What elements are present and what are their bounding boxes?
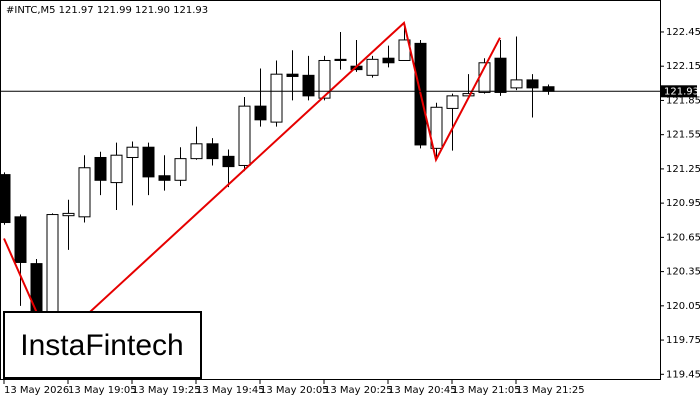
x-tick-label: 13 May 19:25 bbox=[132, 385, 201, 396]
candle-body bbox=[238, 105, 251, 166]
candle bbox=[238, 97, 251, 172]
watermark: InstaFintech bbox=[20, 329, 183, 362]
candle-body bbox=[222, 155, 235, 168]
candle bbox=[0, 172, 11, 225]
candle bbox=[382, 45, 395, 68]
y-tick-label: 121.55 bbox=[666, 130, 700, 141]
candle-body bbox=[318, 59, 331, 99]
watermark-frame bbox=[3, 311, 202, 379]
x-tick-label: 13 May 19:05 bbox=[68, 385, 137, 396]
candle bbox=[78, 155, 91, 223]
chart-title: #INTC,M5 121.97 121.99 121.90 121.93 bbox=[6, 5, 208, 16]
candle bbox=[126, 141, 139, 206]
candle bbox=[334, 31, 347, 70]
x-tick-label: 13 May 19:45 bbox=[196, 385, 265, 396]
candle bbox=[190, 126, 203, 160]
candle bbox=[206, 138, 219, 166]
candle-body bbox=[462, 93, 475, 97]
candle-body bbox=[430, 106, 443, 149]
candle bbox=[286, 50, 299, 101]
candle-body bbox=[110, 154, 123, 184]
candle-body bbox=[382, 57, 395, 64]
y-tick-label: 120.05 bbox=[666, 301, 700, 312]
x-tick-label: 13 May 20:45 bbox=[388, 385, 457, 396]
candle-body bbox=[142, 146, 155, 178]
candle-body bbox=[366, 58, 379, 76]
y-tick-label: 119.75 bbox=[666, 335, 700, 346]
x-tick-label: 13 May 2026 bbox=[4, 385, 69, 396]
candle-body bbox=[446, 95, 459, 109]
candle bbox=[158, 155, 171, 191]
candle-body bbox=[78, 167, 91, 218]
candle bbox=[318, 55, 331, 101]
candle bbox=[302, 55, 315, 101]
candle-body bbox=[510, 79, 523, 89]
x-tick-label: 13 May 21:05 bbox=[452, 385, 521, 396]
candle-body bbox=[174, 158, 187, 181]
candle bbox=[446, 93, 459, 151]
candle-body bbox=[494, 57, 507, 93]
candle-body bbox=[62, 212, 75, 217]
x-tick-label: 13 May 20:05 bbox=[260, 385, 329, 396]
candle-body bbox=[526, 79, 539, 89]
candle-body bbox=[126, 146, 139, 158]
candle-body bbox=[94, 156, 107, 181]
candle-body bbox=[0, 174, 11, 224]
price-label-box bbox=[661, 85, 697, 98]
pattern-line bbox=[3, 20, 501, 349]
axes: 122.45 122.15 121.85 121.55 121.25 120.95 120.… bbox=[3, 27, 700, 396]
candle-body bbox=[14, 216, 27, 263]
candle-body bbox=[334, 58, 347, 61]
candle bbox=[254, 68, 267, 127]
candle bbox=[366, 55, 379, 78]
candle bbox=[494, 39, 507, 96]
x-tick-label: 13 May 20:25 bbox=[324, 385, 393, 396]
candle-body bbox=[270, 73, 283, 123]
candle-body bbox=[190, 143, 203, 160]
candle bbox=[430, 102, 443, 160]
candle bbox=[270, 60, 283, 127]
plot-area bbox=[0, 20, 660, 375]
candle-body bbox=[542, 86, 555, 92]
y-tick-label: 122.45 bbox=[666, 27, 700, 38]
y-tick-label: 121.25 bbox=[666, 164, 700, 175]
candle bbox=[222, 149, 235, 188]
candle bbox=[110, 142, 123, 210]
candle-body bbox=[158, 175, 171, 181]
candle bbox=[94, 151, 107, 196]
candle bbox=[62, 199, 75, 250]
y-tick-label: 122.15 bbox=[666, 61, 700, 72]
y-tick-label: 120.35 bbox=[666, 267, 700, 278]
candle-body bbox=[206, 143, 219, 160]
candle bbox=[142, 142, 155, 196]
y-tick-label: 119.45 bbox=[666, 369, 700, 380]
y-tick-label: 121.85 bbox=[666, 95, 700, 106]
candle bbox=[14, 214, 27, 306]
watermark-box: InstaFintech bbox=[3, 311, 202, 379]
candle-body bbox=[286, 73, 299, 77]
x-tick-label: 13 May 21:25 bbox=[516, 385, 585, 396]
price-label: 121.93 bbox=[664, 86, 699, 97]
candle-body bbox=[254, 105, 267, 121]
candle-body bbox=[302, 74, 315, 97]
candle bbox=[526, 74, 539, 118]
y-tick-label: 120.65 bbox=[666, 232, 700, 243]
candle bbox=[174, 147, 187, 187]
y-tick-label: 120.95 bbox=[666, 198, 700, 209]
candle bbox=[510, 36, 523, 91]
